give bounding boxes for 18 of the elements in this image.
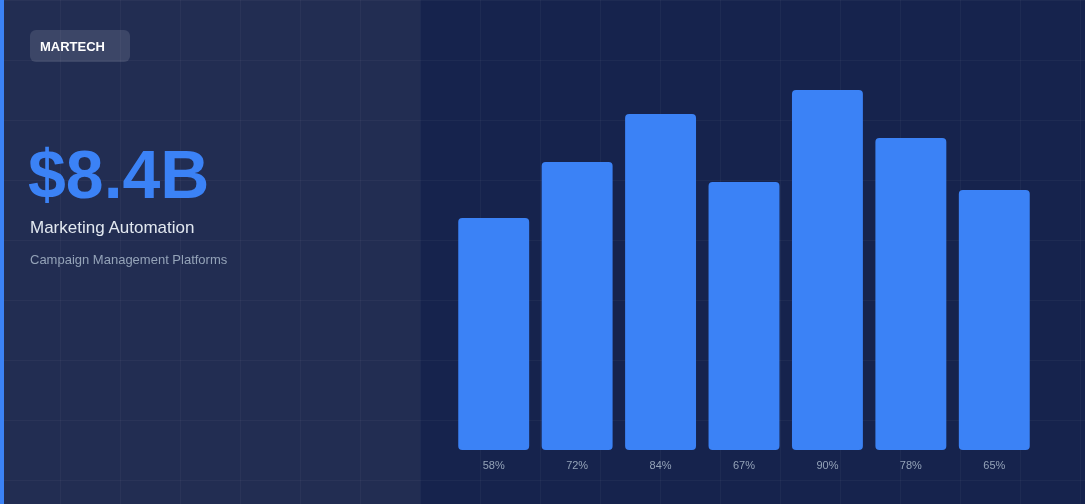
- bar: [541, 162, 613, 450]
- text: MARTECH: [40, 39, 105, 54]
- bar: [708, 182, 780, 450]
- bar: [791, 90, 863, 450]
- data-label: 78%: [899, 458, 923, 471]
- text: $8.4B: [28, 136, 210, 212]
- data-label: 67%: [732, 458, 756, 471]
- text: Campaign Management Platforms: [30, 252, 228, 267]
- text: Marketing Automation: [30, 218, 195, 237]
- data-label: 84%: [649, 458, 672, 471]
- data-label: 90%: [816, 458, 839, 471]
- bar: [875, 138, 947, 450]
- data-label: 58%: [482, 458, 505, 471]
- bar: [958, 190, 1030, 450]
- bar: [458, 218, 530, 450]
- bar: [625, 114, 697, 450]
- data-label: 65%: [983, 458, 1006, 471]
- data-label: 72%: [566, 458, 589, 471]
